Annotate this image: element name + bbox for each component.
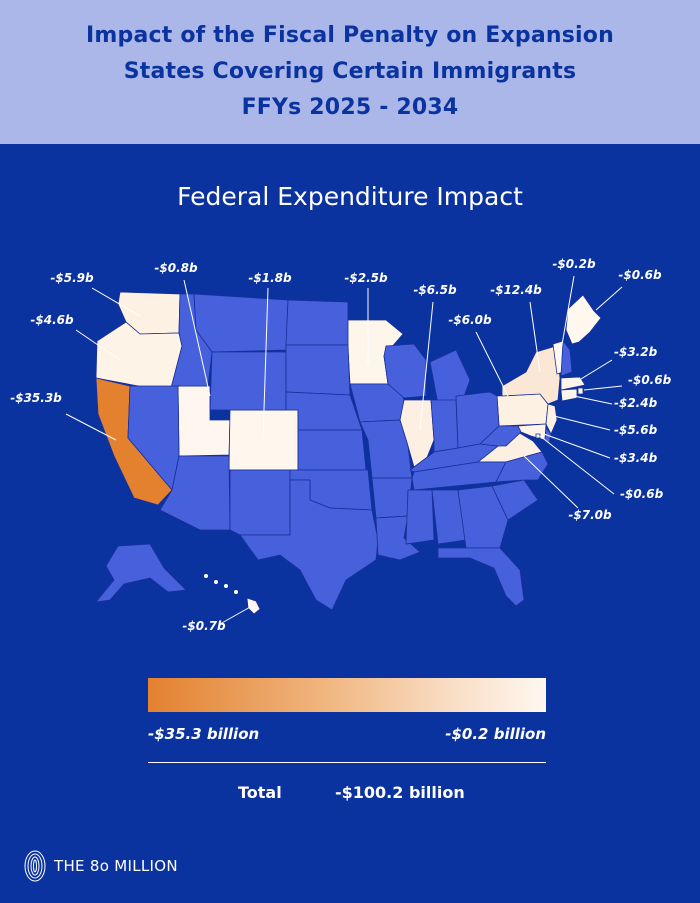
value-label-ma: -$3.2b xyxy=(614,345,658,359)
leader-line-dc xyxy=(539,435,615,495)
state-pa xyxy=(496,393,549,427)
leader-line-ca xyxy=(65,413,117,441)
leader-line-hi xyxy=(219,605,253,625)
leader-line-wa xyxy=(91,287,141,317)
value-label-ca: -$35.3b xyxy=(10,391,62,405)
leader-line-ri xyxy=(583,385,623,391)
leader-line-pa xyxy=(475,331,509,397)
total-value: -$100.2 billion xyxy=(335,783,465,802)
value-label-ri: -$0.6b xyxy=(628,373,672,387)
ripple-logo-icon xyxy=(24,850,46,882)
value-label-ut: -$0.8b xyxy=(154,261,198,275)
value-label-nj: -$5.6b xyxy=(614,423,658,437)
value-label-dc: -$0.6b xyxy=(620,487,664,501)
value-label-wa: -$5.9b xyxy=(50,271,94,285)
leader-line-ct xyxy=(573,395,613,405)
state-wv xyxy=(479,425,522,447)
state-ms xyxy=(405,489,435,545)
state-de xyxy=(544,426,552,445)
state-ks xyxy=(297,429,367,471)
title-line-3: FFYs 2025 - 2034 xyxy=(241,95,459,120)
state-nd xyxy=(285,299,349,346)
divider-line xyxy=(148,762,546,763)
value-label-va: -$7.0b xyxy=(568,508,612,522)
state-in xyxy=(430,399,459,453)
state-fl xyxy=(437,547,525,607)
state-wi xyxy=(383,343,427,399)
state-nj xyxy=(545,403,558,435)
leader-line-me xyxy=(595,286,623,311)
hawaii-island xyxy=(224,584,228,588)
title-banner: Impact of the Fiscal Penalty on Expansio… xyxy=(0,0,700,144)
state-sc xyxy=(491,479,539,521)
state-ri xyxy=(577,387,584,395)
state-ak xyxy=(95,543,187,603)
leader-line-co xyxy=(262,287,269,441)
leader-line-ma xyxy=(575,359,613,383)
leader-line-va xyxy=(523,455,579,509)
value-label-il: -$6.5b xyxy=(413,283,457,297)
value-labels: -$5.9b -$4.6b -$35.3b -$0.8b -$1.8b -$2.5b -$6… xyxy=(10,257,671,633)
hawaii-island xyxy=(234,590,238,594)
hawaii-island xyxy=(204,574,208,578)
value-label-hi: -$0.7b xyxy=(182,619,226,633)
state-me xyxy=(565,294,602,345)
leader-line-il xyxy=(419,301,434,431)
color-scale-bar xyxy=(148,678,546,712)
leader-lines xyxy=(65,275,623,625)
leader-line-or xyxy=(75,329,121,361)
state-ct xyxy=(560,388,578,402)
leader-line-ut xyxy=(183,279,211,397)
brand-logo: THE 8o MILLION xyxy=(24,850,178,882)
states-layer xyxy=(95,291,602,615)
value-label-mn: -$2.5b xyxy=(344,271,388,285)
state-mt xyxy=(193,293,289,353)
state-hi xyxy=(246,597,261,615)
value-label-pa: -$6.0b xyxy=(448,313,492,327)
state-ny xyxy=(501,345,561,405)
state-ga xyxy=(457,485,509,549)
legend-max-label: -$0.2 billion xyxy=(445,725,546,743)
state-mi xyxy=(429,349,471,405)
value-label-or: -$4.6b xyxy=(30,313,74,327)
legend-min-label: -$35.3 billion xyxy=(148,725,260,743)
state-dc xyxy=(535,433,541,439)
state-tx xyxy=(239,479,379,611)
state-ar xyxy=(371,477,413,519)
hawaii-island xyxy=(214,580,218,584)
leader-line-md xyxy=(543,433,611,459)
value-label-co: -$1.8b xyxy=(248,271,292,285)
title-line-2: States Covering Certain Immigrants xyxy=(123,59,577,84)
state-sd xyxy=(285,344,351,396)
title-line-1: Impact of the Fiscal Penalty on Expansio… xyxy=(86,23,614,48)
state-wy xyxy=(209,351,287,411)
map-subtitle: Federal Expenditure Impact xyxy=(177,182,523,211)
value-label-vt: -$0.2b xyxy=(552,257,596,271)
value-label-ct: -$2.4b xyxy=(614,396,658,410)
value-label-me: -$0.6b xyxy=(618,268,662,282)
state-nh xyxy=(560,339,573,377)
state-nm xyxy=(229,469,291,536)
value-label-ny: -$12.4b xyxy=(490,283,542,297)
brand-name: THE 8o MILLION xyxy=(54,857,178,875)
leader-line-ny xyxy=(529,301,541,373)
state-nc xyxy=(495,451,549,483)
leader-line-nj xyxy=(553,415,611,431)
value-label-md: -$3.4b xyxy=(614,451,658,465)
total-label: Total xyxy=(238,783,282,802)
leader-line-vt xyxy=(559,275,575,357)
